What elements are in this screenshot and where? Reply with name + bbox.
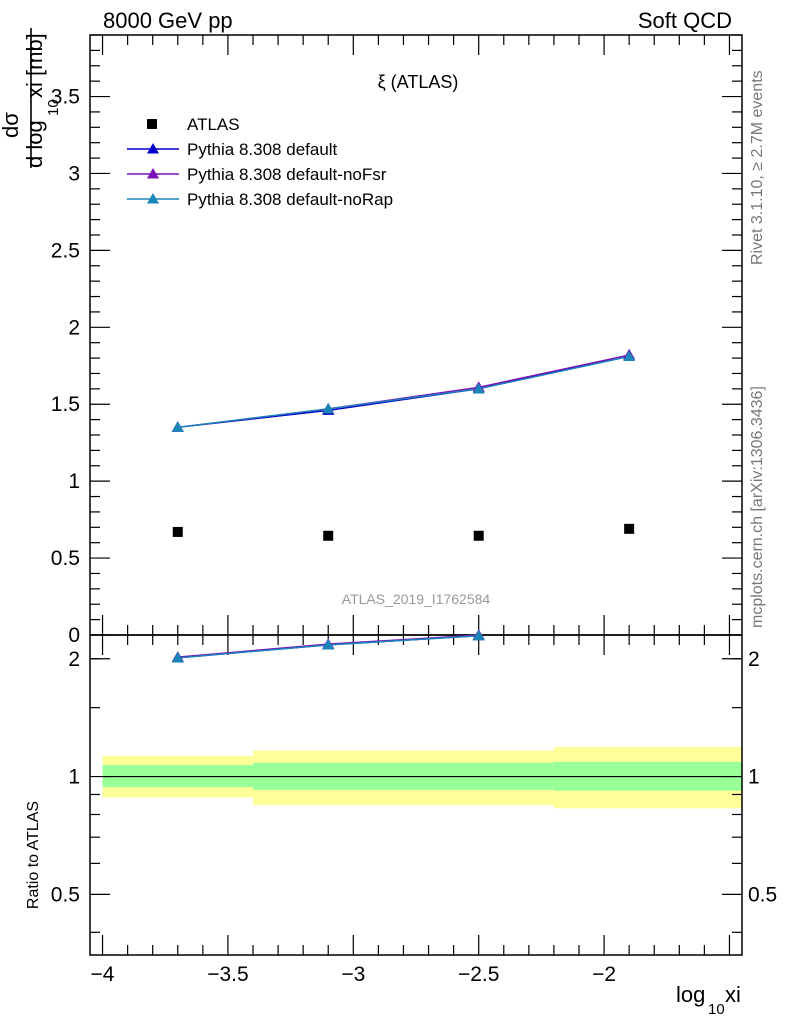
x-tick-label: −3: [341, 963, 365, 986]
y-tick-label: 2: [68, 316, 80, 339]
y-tick-label: 0: [68, 624, 80, 647]
series-line-0: [177, 354, 630, 429]
y-axis-label-numerator: dσ: [0, 112, 23, 138]
y-tick-label: 0.5: [51, 547, 80, 570]
atlas-data-point: [624, 523, 635, 534]
x-axis-label-var: xi: [725, 982, 741, 1007]
header-right: Soft QCD: [638, 8, 732, 33]
y-tick-label: 3.5: [51, 86, 80, 109]
y-axis-label-denominator: d log: [22, 120, 47, 168]
analysis-watermark: ATLAS_2019_I1762584: [342, 591, 491, 607]
series-point-2: [171, 421, 184, 432]
x-tick-label: −2: [592, 963, 616, 986]
x-tick-label: −3.5: [207, 963, 248, 986]
legend-label-0: Pythia 8.308 default: [187, 140, 338, 159]
series-lines: [177, 354, 630, 659]
legend-atlas-marker: [147, 119, 157, 129]
ratio-y-tick-label-right: 1: [748, 766, 760, 789]
y-axis-label: dσ d log 10 xi [mb]: [0, 28, 62, 168]
ratio-series-point-2: [171, 651, 184, 663]
ratio-y-tick-label: 2: [68, 648, 80, 671]
rivet-version-label: Rivet 3.1.10, ≥ 2.7M events: [749, 70, 766, 265]
ratio-y-tick-label: 1: [68, 766, 80, 789]
y-tick-label: 1.5: [51, 393, 80, 416]
series-markers: [171, 349, 636, 663]
y-tick-label: 2.5: [51, 239, 80, 262]
legend-atlas-label: ATLAS: [187, 115, 240, 134]
chart-title: ξ (ATLAS): [378, 72, 459, 92]
ratio-uncertainty-bands: [102, 747, 742, 809]
ratio-y-tick-label: 0.5: [51, 883, 80, 906]
legend-marker-1: [147, 168, 159, 179]
tick-labels: 0 0.5 1 1.5 2 2.5 3 3.5 −4 −3.5 −3 −2.5 −2 0.5 0.5 1 1 2 2: [51, 86, 777, 986]
header-left: 8000 GeV pp: [103, 8, 233, 33]
ratio-y-tick-label-right: 0.5: [748, 883, 777, 906]
series-line-1: [177, 354, 630, 429]
atlas-data-point: [473, 530, 484, 541]
x-axis-label-log: log: [676, 982, 705, 1007]
y-axis-label-subscript: 10: [45, 99, 62, 116]
x-axis-label-subscript: 10: [708, 1001, 725, 1018]
ratio-y-tick-label-right: 2: [748, 648, 760, 671]
series-line-2: [177, 355, 630, 429]
legend-label-1: Pythia 8.308 default-noFsr: [187, 165, 387, 184]
legend-marker-0: [147, 143, 159, 154]
y-tick-label: 1: [68, 470, 80, 493]
ratio-series-point-2: [322, 638, 335, 650]
axis-ticks: [90, 34, 742, 955]
atlas-data-point: [172, 526, 183, 537]
legend-marker-2: [147, 193, 159, 204]
y-tick-label: 3: [68, 162, 80, 185]
x-tick-label: −4: [91, 963, 115, 986]
atlas-data-point: [323, 530, 334, 541]
x-tick-label: −2.5: [458, 963, 499, 986]
mcplots-label: mcplots.cern.ch [arXiv:1306.3436]: [749, 386, 766, 628]
y-axis-label-var: xi [mb]: [22, 33, 47, 98]
series-point-2: [472, 382, 485, 394]
legend: ATLAS Pythia 8.308 default Pythia 8.308 de…: [127, 115, 393, 209]
x-axis-label: log 10 xi: [676, 982, 741, 1018]
ratio-y-axis-label: Ratio to ATLAS: [25, 801, 42, 909]
ratio-series-point-2: [472, 629, 485, 641]
legend-label-2: Pythia 8.308 default-noRap: [187, 190, 393, 209]
series-point-2: [322, 402, 335, 414]
series-point-2: [623, 350, 636, 362]
